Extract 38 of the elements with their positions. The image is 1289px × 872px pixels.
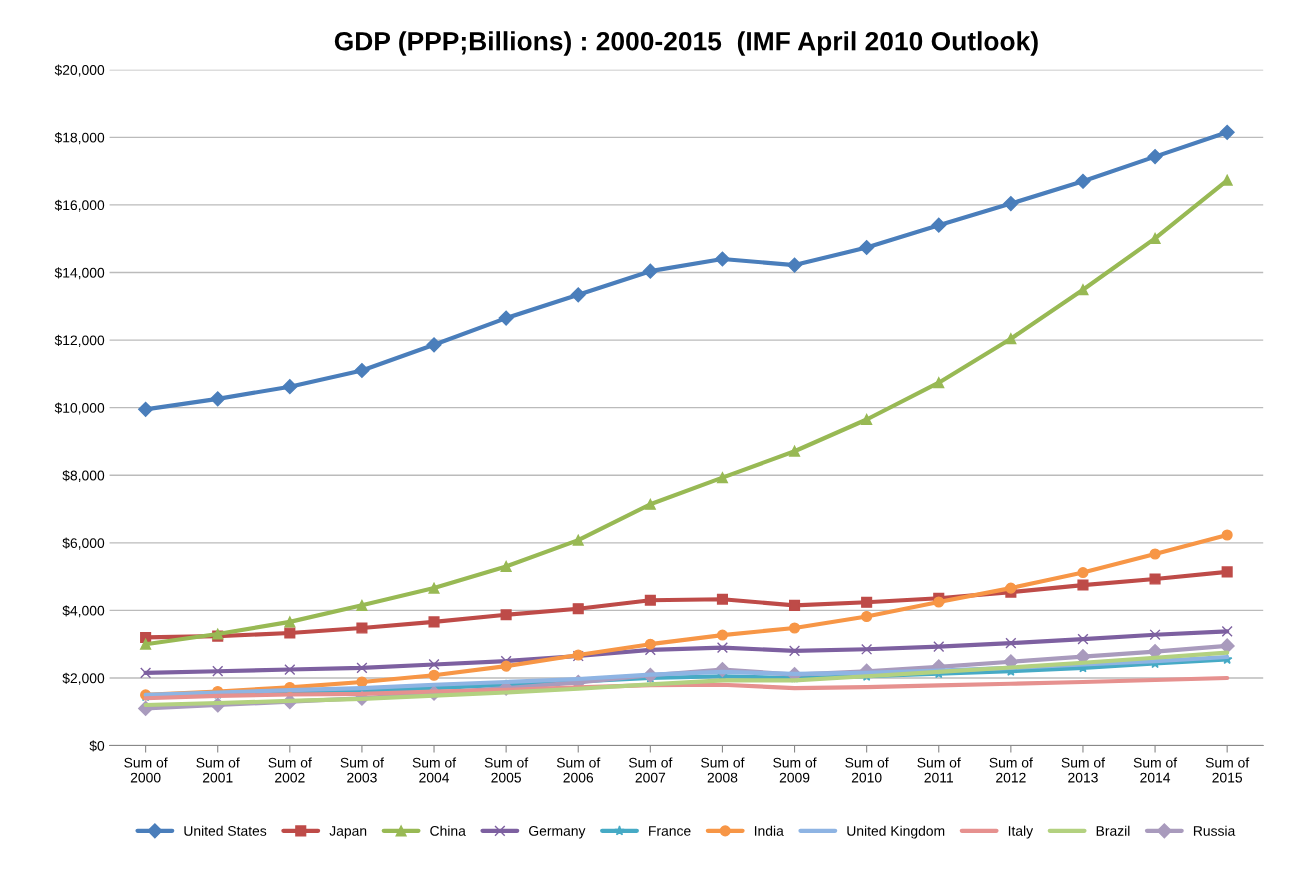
x-tick-label: Sum of 2010 bbox=[845, 757, 889, 783]
chart-title: GDP (PPP;Billions) : 2000-2015 (IMF April 2010 Outlook) bbox=[334, 31, 1038, 56]
y-tick-label: $6,000 bbox=[62, 537, 105, 550]
x-tick-label: Sum of 2009 bbox=[773, 757, 817, 783]
x-tick-label: Sum of 2013 bbox=[1061, 757, 1105, 783]
y-tick-label: $8,000 bbox=[62, 469, 105, 483]
x-tick-label: Sum of 2005 bbox=[484, 757, 529, 783]
legend-label: Russia bbox=[1193, 825, 1236, 836]
x-tick-label: Sum of 2006 bbox=[556, 757, 601, 783]
x-tick-label: Sum of 2008 bbox=[701, 757, 745, 783]
legend-label: China bbox=[430, 825, 466, 836]
x-tick-label: Sum of 2003 bbox=[340, 757, 384, 783]
legend-label: United States bbox=[184, 825, 267, 836]
y-tick-label: $12,000 bbox=[54, 334, 105, 347]
legend-label: Italy bbox=[1008, 825, 1034, 839]
x-tick-label: Sum of 2015 bbox=[1205, 757, 1250, 783]
x-tick-label: Sum of 2011 bbox=[917, 757, 961, 783]
legend-label: France bbox=[649, 826, 691, 836]
y-tick-label: $4,000 bbox=[62, 605, 105, 618]
x-tick-label: Sum of 2012 bbox=[989, 757, 1033, 783]
y-tick-label: $20,000 bbox=[54, 64, 105, 77]
y-tick-label: $18,000 bbox=[54, 132, 105, 145]
y-tick-label: $0 bbox=[89, 740, 105, 752]
x-tick-label: Sum of 2004 bbox=[412, 757, 457, 783]
y-tick-label: $16,000 bbox=[54, 199, 105, 212]
y-tick-label: $2,000 bbox=[62, 672, 105, 685]
x-tick-label: Sum of 2002 bbox=[268, 757, 312, 783]
y-tick-label: $14,000 bbox=[54, 267, 105, 280]
y-tick-label: $10,000 bbox=[54, 402, 105, 415]
x-tick-label: Sum of 2007 bbox=[628, 757, 673, 783]
x-tick-label: Sum of 2000 bbox=[124, 757, 168, 783]
x-tick-label: Sum of 2014 bbox=[1133, 757, 1178, 783]
x-tick-label: Sum of 2001 bbox=[196, 757, 240, 783]
legend-label: India bbox=[754, 825, 784, 836]
legend-label: United Kingdom bbox=[847, 825, 945, 839]
legend-label: Germany bbox=[529, 826, 586, 839]
legend-label: Japan bbox=[329, 826, 367, 839]
legend-label: Brazil bbox=[1096, 825, 1130, 836]
